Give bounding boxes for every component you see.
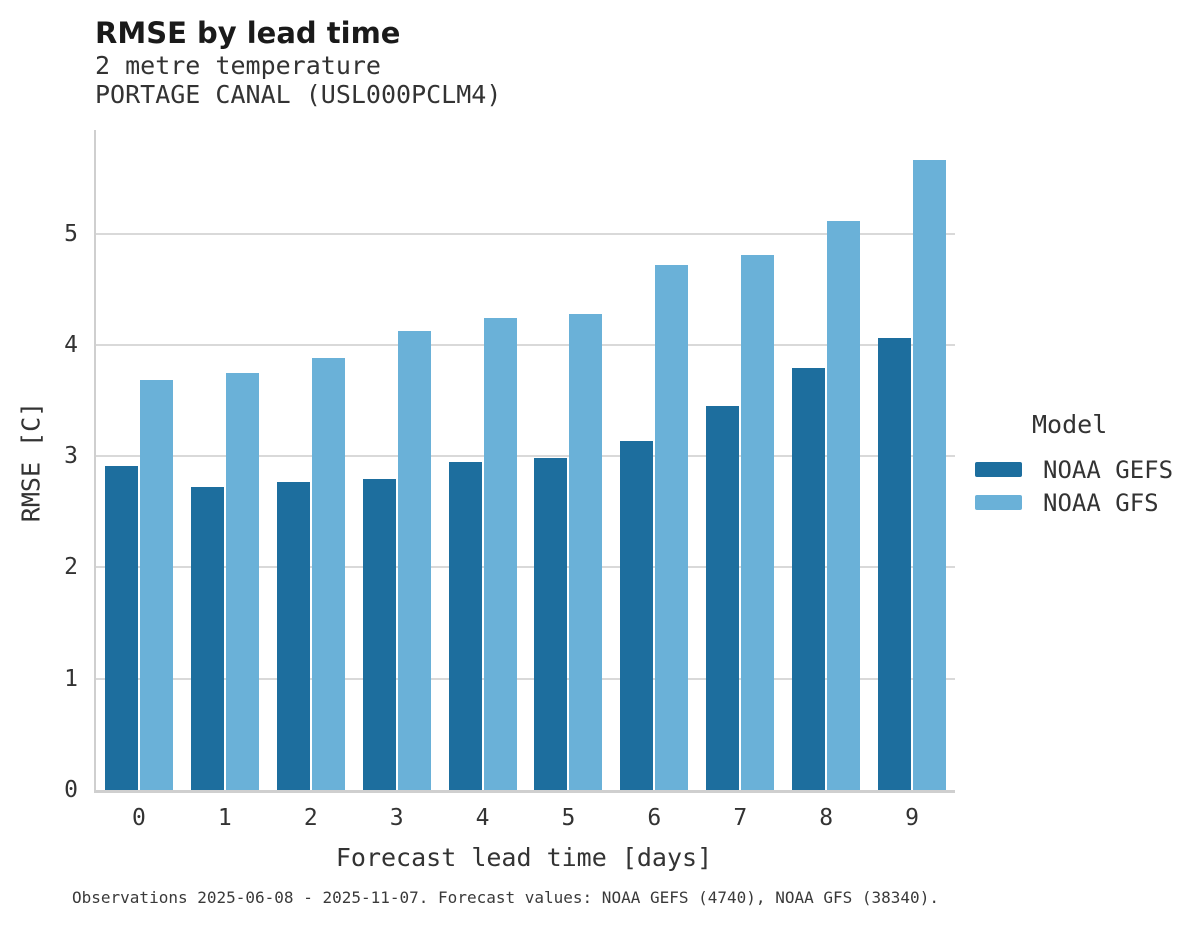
x-tick-label-5: 5: [561, 805, 576, 831]
y-tick-label-4: 4: [64, 331, 78, 358]
bar-noaa-gfs-lead-4: [483, 318, 517, 790]
bar-noaa-gfs-lead-2: [311, 358, 345, 790]
bar-noaa-gfs-lead-7: [741, 254, 775, 790]
y-tick-label-0: 0: [64, 777, 78, 803]
bar-noaa-gefs-lead-8: [792, 368, 826, 790]
x-tick-label-4: 4: [475, 805, 490, 831]
y-tick-label-3: 3: [64, 443, 78, 470]
bar-noaa-gfs-lead-3: [397, 331, 431, 790]
gridline-y-5: [96, 232, 955, 235]
x-tick-label-8: 8: [819, 805, 834, 831]
gridline-y-2: [96, 566, 955, 569]
legend: Model NOAA GEFS NOAA GFS: [975, 410, 1190, 519]
y-tick-label-1: 1: [64, 665, 78, 692]
bar-noaa-gefs-lead-9: [878, 338, 912, 790]
bar-noaa-gfs-lead-9: [913, 160, 947, 790]
bar-noaa-gefs-lead-5: [534, 458, 568, 790]
bar-noaa-gefs-lead-1: [190, 487, 224, 790]
x-tick-label-7: 7: [733, 805, 748, 831]
y-tick-label-5: 5: [64, 220, 78, 247]
x-axis-label: Forecast lead time [days]: [335, 843, 713, 872]
bar-noaa-gfs-lead-5: [569, 313, 603, 790]
x-axis-tick-labels: 0 1 2 3 4 5 6 7 8 9: [96, 799, 955, 841]
bar-noaa-gefs-lead-6: [620, 440, 654, 790]
gridline-y-4: [96, 343, 955, 346]
x-tick-label-2: 2: [303, 805, 318, 831]
x-tick-label-0: 0: [132, 805, 146, 831]
figure-caption: Observations 2025-06-08 - 2025-11-07. Fo…: [72, 888, 939, 907]
chart-subtitle-station: PORTAGE CANAL (USL000PCLM4): [95, 80, 502, 109]
legend-label: NOAA GEFS: [1043, 455, 1174, 484]
y-tick-label-2: 2: [64, 554, 78, 581]
bar-noaa-gfs-lead-0: [139, 380, 173, 790]
legend-label: NOAA GFS: [1043, 488, 1159, 517]
bar-noaa-gefs-lead-3: [362, 479, 396, 790]
chart-title: RMSE by lead time: [95, 16, 401, 50]
plot-area: [94, 130, 955, 793]
gfs-color-swatch-icon: [975, 495, 1022, 510]
bar-noaa-gefs-lead-7: [706, 406, 740, 790]
x-tick-label-6: 6: [647, 805, 662, 831]
bar-noaa-gefs-lead-2: [276, 481, 310, 790]
gridline-y-3: [96, 455, 955, 458]
x-tick-label-9: 9: [905, 805, 919, 831]
gefs-color-swatch-icon: [975, 462, 1022, 477]
bar-noaa-gfs-lead-8: [827, 221, 861, 790]
x-tick-label-1: 1: [217, 805, 232, 831]
chart-subtitle-variable: 2 metre temperature: [95, 51, 381, 80]
y-axis-tick-labels: 0 1 2 3 4 5: [0, 130, 78, 803]
x-tick-label-3: 3: [389, 805, 404, 831]
bar-noaa-gefs-lead-4: [448, 461, 482, 790]
legend-title: Model: [1032, 410, 1108, 439]
bar-noaa-gfs-lead-6: [655, 264, 689, 790]
bar-noaa-gfs-lead-1: [225, 372, 259, 790]
bar-noaa-gefs-lead-0: [104, 466, 138, 790]
legend-entry-noaa-gefs: NOAA GEFS: [975, 453, 1190, 486]
gridline-y-1: [96, 677, 955, 680]
legend-entry-noaa-gfs: NOAA GFS: [975, 486, 1190, 519]
